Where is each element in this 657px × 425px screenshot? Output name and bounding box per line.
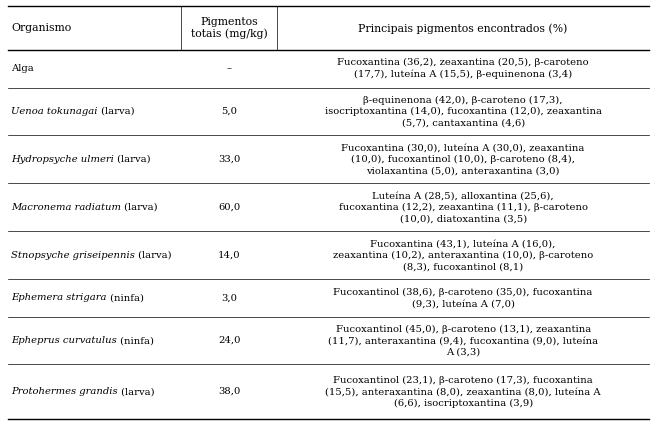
Text: Stnopsyche griseipennis: Stnopsyche griseipennis <box>11 251 135 260</box>
Text: (larva): (larva) <box>114 155 150 164</box>
Text: Fucoxantina (30,0), luteína A (30,0), zeaxantina
(10,0), fucoxantinol (10,0), β-: Fucoxantina (30,0), luteína A (30,0), ze… <box>342 143 585 176</box>
Text: Principais pigmentos encontrados (%): Principais pigmentos encontrados (%) <box>359 23 568 34</box>
Text: Fucoxantinol (45,0), β-caroteno (13,1), zeaxantina
(11,7), anteraxantina (9,4), : Fucoxantinol (45,0), β-caroteno (13,1), … <box>328 325 599 357</box>
Text: (larva): (larva) <box>121 203 158 212</box>
Text: (larva): (larva) <box>98 107 134 116</box>
Text: 24,0: 24,0 <box>218 336 240 345</box>
Text: Uenoa tokunagai: Uenoa tokunagai <box>11 107 98 116</box>
Text: Macronema radiatum: Macronema radiatum <box>11 203 121 212</box>
Text: Hydropsyche ulmeri: Hydropsyche ulmeri <box>11 155 114 164</box>
Text: β-equinenona (42,0), β-caroteno (17,3),
isocriptoxantina (14,0), fucoxantina (12: β-equinenona (42,0), β-caroteno (17,3), … <box>325 96 602 128</box>
Text: 14,0: 14,0 <box>218 251 240 260</box>
Text: Fucoxantina (43,1), luteína A (16,0),
zeaxantina (10,2), anteraxantina (10,0), β: Fucoxantina (43,1), luteína A (16,0), ze… <box>333 239 593 271</box>
Text: Alga: Alga <box>11 64 34 74</box>
Text: Protohermes grandis: Protohermes grandis <box>11 387 118 396</box>
Text: Pigmentos
totais (mg/kg): Pigmentos totais (mg/kg) <box>191 17 267 40</box>
Text: Fucoxantina (36,2), zeaxantina (20,5), β-caroteno
(17,7), luteína A (15,5), β-eq: Fucoxantina (36,2), zeaxantina (20,5), β… <box>337 58 589 79</box>
Text: 3,0: 3,0 <box>221 293 237 302</box>
Text: Organismo: Organismo <box>11 23 72 33</box>
Text: (ninfa): (ninfa) <box>106 293 144 302</box>
Text: 60,0: 60,0 <box>218 203 240 212</box>
Text: Epheprus curvatulus: Epheprus curvatulus <box>11 336 117 345</box>
Text: 5,0: 5,0 <box>221 107 237 116</box>
Text: 33,0: 33,0 <box>218 155 240 164</box>
Text: (ninfa): (ninfa) <box>117 336 154 345</box>
Text: Fucoxantinol (38,6), β-caroteno (35,0), fucoxantina
(9,3), luteína A (7,0): Fucoxantinol (38,6), β-caroteno (35,0), … <box>334 288 593 308</box>
Text: (larva): (larva) <box>118 387 154 396</box>
Text: Fucoxantinol (23,1), β-caroteno (17,3), fucoxantina
(15,5), anteraxantina (8,0),: Fucoxantinol (23,1), β-caroteno (17,3), … <box>325 375 601 408</box>
Text: –: – <box>227 64 232 74</box>
Text: (larva): (larva) <box>135 251 171 260</box>
Text: Luteína A (28,5), alloxantina (25,6),
fucoxantina (12,2), zeaxantina (11,1), β-c: Luteína A (28,5), alloxantina (25,6), fu… <box>338 191 587 223</box>
Text: 38,0: 38,0 <box>218 387 240 396</box>
Text: Ephemera strigara: Ephemera strigara <box>11 293 106 302</box>
